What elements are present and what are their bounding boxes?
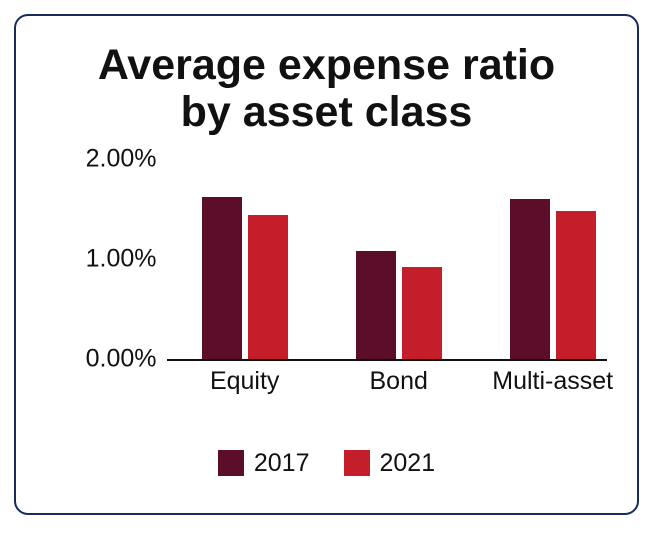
chart-area: 0.00%1.00%2.00% EquityBondMulti-asset [47, 159, 607, 389]
legend-item: 2017 [218, 449, 310, 478]
y-tick-label: 0.00% [86, 344, 157, 373]
bar-group [510, 199, 596, 359]
y-axis: 0.00%1.00%2.00% [47, 159, 157, 359]
legend-swatch [344, 450, 370, 476]
bar [202, 197, 242, 359]
x-tick-label: Equity [175, 367, 315, 396]
bar [510, 199, 550, 359]
bar [356, 251, 396, 359]
title-line-2: by asset class [98, 89, 555, 136]
x-tick-label: Bond [329, 367, 469, 396]
x-axis-labels: EquityBondMulti-asset [167, 367, 607, 397]
bar [248, 215, 288, 359]
plot-area [167, 159, 607, 361]
legend-swatch [218, 450, 244, 476]
y-tick-label: 2.00% [86, 144, 157, 173]
chart-title: Average expense ratio by asset class [98, 42, 555, 137]
bar-group [356, 251, 442, 359]
title-line-1: Average expense ratio [98, 42, 555, 89]
bar [402, 267, 442, 359]
legend-item: 2021 [344, 449, 436, 478]
y-tick-label: 1.00% [86, 244, 157, 273]
legend: 2017 2021 [218, 449, 435, 478]
legend-label: 2017 [254, 449, 310, 478]
bar [556, 211, 596, 359]
legend-label: 2021 [380, 449, 436, 478]
chart-card: Average expense ratio by asset class 0.0… [14, 14, 639, 515]
bar-group [202, 197, 288, 359]
x-tick-label: Multi-asset [483, 367, 623, 396]
